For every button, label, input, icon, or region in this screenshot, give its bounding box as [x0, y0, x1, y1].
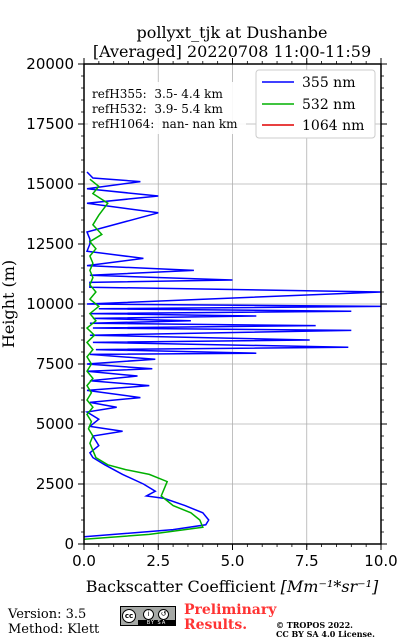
- x-axis-label: Backscatter Coefficient [Mm⁻¹*sr⁻¹]: [86, 577, 379, 596]
- y-tick-label: 17500: [26, 115, 74, 133]
- preliminary-line2: Results.: [184, 617, 248, 633]
- chart-title: pollyxt_tjk at Dushanbe: [136, 23, 327, 42]
- x-axis-label-text: Backscatter Coefficient: [86, 577, 276, 596]
- y-axis-label: Height (m): [0, 260, 18, 348]
- series-line-0: [84, 171, 381, 538]
- series-line-1: [84, 178, 204, 540]
- legend-label-355: 355 nm: [302, 75, 355, 91]
- legend-label-532: 532 nm: [302, 97, 355, 113]
- y-tick-label: 15000: [26, 175, 74, 193]
- plot-frame: [83, 63, 382, 545]
- x-tick-label: 10.0: [364, 552, 397, 570]
- y-tick-label: 7500: [36, 355, 74, 373]
- annotation-ref1064: refH1064: nan- nan km: [92, 117, 238, 131]
- chart-subtitle: [Averaged] 20220708 11:00-11:59: [93, 42, 371, 61]
- cc-logo-icon: cc: [122, 609, 136, 623]
- series-lines: [84, 171, 381, 540]
- annotations: refH355: 3.5- 4.4 km refH532: 3.9- 5.4 k…: [88, 82, 246, 134]
- x-tick-label: 2.5: [146, 552, 170, 570]
- y-tick-label: 20000: [26, 55, 74, 73]
- copyright-line2: CC BY SA 4.0 License.: [276, 629, 375, 639]
- attribution-icon: i: [143, 609, 154, 620]
- x-tick-label: 7.5: [295, 552, 319, 570]
- annotation-box: [88, 82, 246, 134]
- copyright-line1: © TROPOS 2022.: [276, 620, 353, 630]
- legend: 355 nm 532 nm 1064 nm: [255, 69, 376, 139]
- preliminary-line1: Preliminary: [184, 602, 277, 618]
- legend-box: [255, 69, 376, 139]
- y-tick-label: 5000: [36, 415, 74, 433]
- x-tick-label: 5.0: [221, 552, 245, 570]
- y-tick-label: 12500: [26, 235, 74, 253]
- annotation-ref355: refH355: 3.5- 4.4 km: [92, 87, 223, 101]
- y-tick-label: 0: [64, 535, 74, 553]
- axis-ticks: 0.0 2.5 5.0 7.5 10.0 0 2500 5000 7500 10000 12500 1…: [26, 55, 397, 570]
- annotation-ref532: refH532: 3.9- 5.4 km: [92, 102, 223, 116]
- y-tick-label: 10000: [26, 295, 74, 313]
- share-alike-icon: ↺: [158, 609, 169, 620]
- method-text: Method: Klett: [8, 622, 100, 637]
- license-badge: cc i ↺ BY SA: [120, 606, 176, 626]
- x-tick-label: 0.0: [72, 552, 96, 570]
- version-text: Version: 3.5: [8, 607, 87, 622]
- legend-label-1064: 1064 nm: [302, 118, 364, 134]
- y-tick-label: 2500: [36, 475, 74, 493]
- badge-label: BY SA: [138, 620, 175, 626]
- x-axis-label-unit: [Mm⁻¹*sr⁻¹]: [281, 577, 379, 596]
